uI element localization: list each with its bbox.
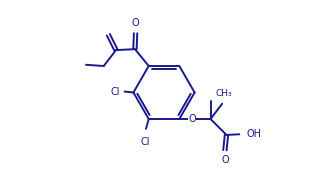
Text: CH₃: CH₃ — [215, 90, 232, 98]
Text: OH: OH — [246, 129, 261, 139]
Text: O: O — [132, 18, 139, 28]
Text: Cl: Cl — [140, 137, 150, 147]
Text: O: O — [221, 155, 229, 165]
Text: O: O — [188, 114, 196, 124]
Text: Cl: Cl — [111, 87, 120, 97]
